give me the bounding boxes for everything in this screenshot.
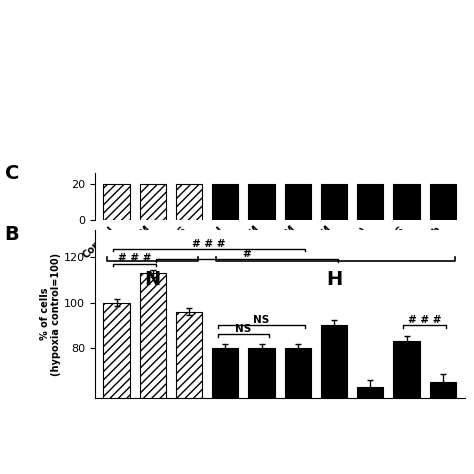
Bar xyxy=(393,341,419,474)
Text: ADM-(22-52): ADM-(22-52) xyxy=(314,225,370,281)
Text: ADM 10⁻⁹M: ADM 10⁻⁹M xyxy=(211,225,262,275)
Bar xyxy=(176,312,202,474)
Bar xyxy=(285,184,311,220)
Text: Control: Control xyxy=(190,225,225,260)
Text: NS: NS xyxy=(254,315,270,325)
Bar xyxy=(176,184,202,220)
Text: H: H xyxy=(326,270,342,289)
Bar xyxy=(140,273,166,474)
Text: ADM 10⁻⁸M: ADM 10⁻⁸M xyxy=(247,225,298,275)
Text: N: N xyxy=(145,270,161,289)
Bar xyxy=(140,184,166,220)
Text: B: B xyxy=(5,225,19,244)
Text: # # #: # # # xyxy=(408,315,441,325)
Bar xyxy=(248,184,274,220)
Bar xyxy=(321,325,347,474)
Text: ADM 10⁻⁷M: ADM 10⁻⁷M xyxy=(102,225,153,275)
Bar xyxy=(212,348,238,474)
Bar xyxy=(103,184,129,220)
Text: ADM 10⁻⁷M: ADM 10⁻⁷M xyxy=(284,225,334,275)
Text: # # #: # # # xyxy=(192,238,226,248)
Y-axis label: % of cells
(hypoxia control=100): % of cells (hypoxia control=100) xyxy=(39,253,61,375)
Bar xyxy=(357,184,383,220)
Text: anti-ADM Ab: anti-ADM Ab xyxy=(387,225,443,280)
Bar xyxy=(357,387,383,474)
Bar xyxy=(103,303,129,474)
Text: Control: Control xyxy=(81,225,117,260)
Text: C: C xyxy=(5,164,19,182)
Text: NRS: NRS xyxy=(166,225,189,248)
Text: NS: NS xyxy=(235,324,252,334)
Text: # # #: # # # xyxy=(118,253,151,264)
Bar xyxy=(248,348,274,474)
Text: NRS: NRS xyxy=(383,225,407,248)
Bar xyxy=(212,184,238,220)
Bar xyxy=(430,184,456,220)
Text: #: # xyxy=(243,249,251,259)
Bar xyxy=(430,382,456,474)
Bar xyxy=(393,184,419,220)
Bar xyxy=(321,184,347,220)
Bar xyxy=(285,348,311,474)
